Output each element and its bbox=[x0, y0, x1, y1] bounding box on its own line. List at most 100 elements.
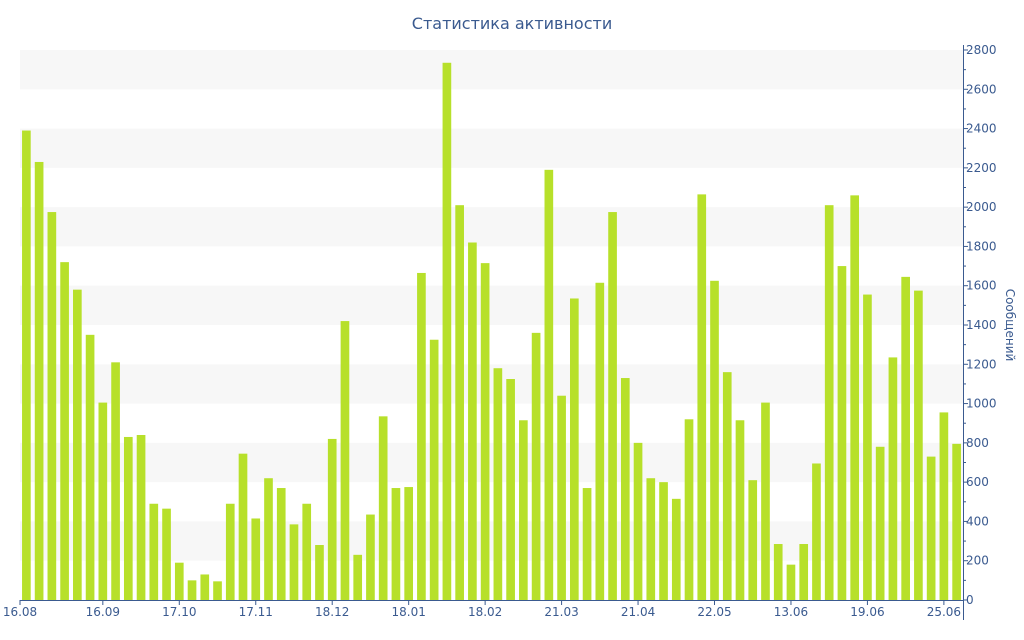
bar bbox=[73, 289, 82, 600]
bar bbox=[187, 580, 197, 600]
bar bbox=[289, 524, 299, 600]
bar bbox=[404, 487, 414, 600]
bar bbox=[391, 488, 401, 600]
y-tick-label: 1600 bbox=[966, 279, 997, 293]
x-tick-label: 17.11 bbox=[239, 605, 273, 619]
x-tick-label: 17.10 bbox=[162, 605, 196, 619]
bar bbox=[952, 443, 961, 600]
x-axis-ticks: 16.08 16.09 17.10 17.11 18.12 18.01 18.02 21.03… bbox=[3, 600, 961, 619]
grid-band bbox=[20, 50, 963, 90]
bar bbox=[569, 298, 579, 600]
bar bbox=[506, 379, 515, 600]
bar bbox=[671, 498, 681, 600]
bar bbox=[582, 488, 592, 600]
y-tick-label: 600 bbox=[966, 475, 989, 489]
bar bbox=[659, 482, 668, 600]
bar bbox=[824, 205, 834, 600]
y-tick-label: 1000 bbox=[966, 397, 997, 411]
bar bbox=[366, 514, 375, 600]
x-tick-label: 16.08 bbox=[3, 605, 37, 619]
bar bbox=[238, 453, 248, 600]
bar bbox=[939, 412, 949, 600]
bar bbox=[264, 478, 273, 600]
bar bbox=[60, 262, 69, 600]
bar bbox=[773, 544, 783, 600]
y-tick-label: 2800 bbox=[966, 43, 997, 57]
bar bbox=[799, 544, 809, 600]
bar bbox=[608, 212, 617, 600]
x-tick-label: 16.09 bbox=[86, 605, 120, 619]
grid-band bbox=[20, 442, 963, 483]
axes bbox=[20, 45, 964, 620]
bar bbox=[531, 332, 541, 600]
bar bbox=[225, 503, 235, 600]
bar bbox=[455, 205, 464, 600]
y-tick-label: 400 bbox=[966, 514, 989, 528]
grid-band bbox=[20, 207, 963, 247]
bar bbox=[85, 334, 95, 600]
bar bbox=[480, 263, 490, 600]
bar bbox=[417, 272, 426, 600]
bar bbox=[378, 416, 388, 600]
bar bbox=[149, 503, 159, 600]
grid-band bbox=[20, 128, 963, 168]
bar bbox=[875, 446, 885, 600]
bar bbox=[901, 276, 910, 600]
bar bbox=[620, 378, 630, 600]
y-tick-label: 1400 bbox=[966, 318, 997, 332]
bar bbox=[633, 442, 643, 600]
bar bbox=[493, 368, 503, 600]
grid-band bbox=[20, 364, 963, 404]
bar bbox=[761, 402, 770, 600]
y-tick-label: 200 bbox=[966, 554, 989, 568]
bar bbox=[850, 195, 860, 600]
bar bbox=[22, 130, 31, 601]
bar bbox=[353, 554, 363, 600]
grid-bands bbox=[20, 50, 963, 561]
y-tick-label: 2400 bbox=[966, 122, 997, 136]
x-tick-label: 21.04 bbox=[621, 605, 655, 619]
bar bbox=[697, 194, 707, 600]
bar bbox=[302, 503, 312, 600]
y-tick-label: 800 bbox=[966, 436, 989, 450]
bar bbox=[123, 436, 133, 600]
bar bbox=[442, 62, 452, 600]
bar bbox=[340, 321, 350, 600]
x-tick-label: 25.06 bbox=[927, 605, 961, 619]
bar bbox=[111, 362, 120, 600]
bar bbox=[47, 212, 57, 600]
y-axis-label: Сообщений bbox=[1003, 289, 1017, 362]
bar bbox=[544, 169, 554, 601]
grid-band bbox=[20, 285, 963, 325]
bar bbox=[429, 339, 439, 600]
bar bbox=[519, 420, 528, 600]
bar bbox=[710, 280, 719, 600]
bar bbox=[162, 508, 171, 600]
y-tick-label: 2200 bbox=[966, 161, 997, 175]
y-tick-label: 1200 bbox=[966, 357, 997, 371]
x-tick-label: 18.12 bbox=[315, 605, 349, 619]
bar bbox=[595, 282, 605, 600]
bar bbox=[837, 266, 847, 600]
y-tick-label: 2000 bbox=[966, 200, 997, 214]
x-tick-label: 18.01 bbox=[391, 605, 425, 619]
x-tick-label: 19.06 bbox=[850, 605, 884, 619]
bar bbox=[926, 456, 936, 600]
bar bbox=[646, 478, 656, 600]
bars bbox=[22, 62, 961, 601]
bar bbox=[863, 294, 872, 600]
y-tick-label: 0 bbox=[966, 593, 974, 607]
bar bbox=[786, 564, 796, 600]
bar bbox=[557, 395, 566, 600]
x-tick-label: 21.03 bbox=[544, 605, 578, 619]
bar bbox=[136, 435, 146, 600]
bar bbox=[276, 488, 286, 600]
bar bbox=[200, 574, 210, 600]
bar bbox=[315, 545, 324, 600]
bar bbox=[914, 290, 923, 600]
bar bbox=[174, 562, 184, 600]
x-tick-label: 22.05 bbox=[697, 605, 731, 619]
bar bbox=[888, 357, 898, 600]
